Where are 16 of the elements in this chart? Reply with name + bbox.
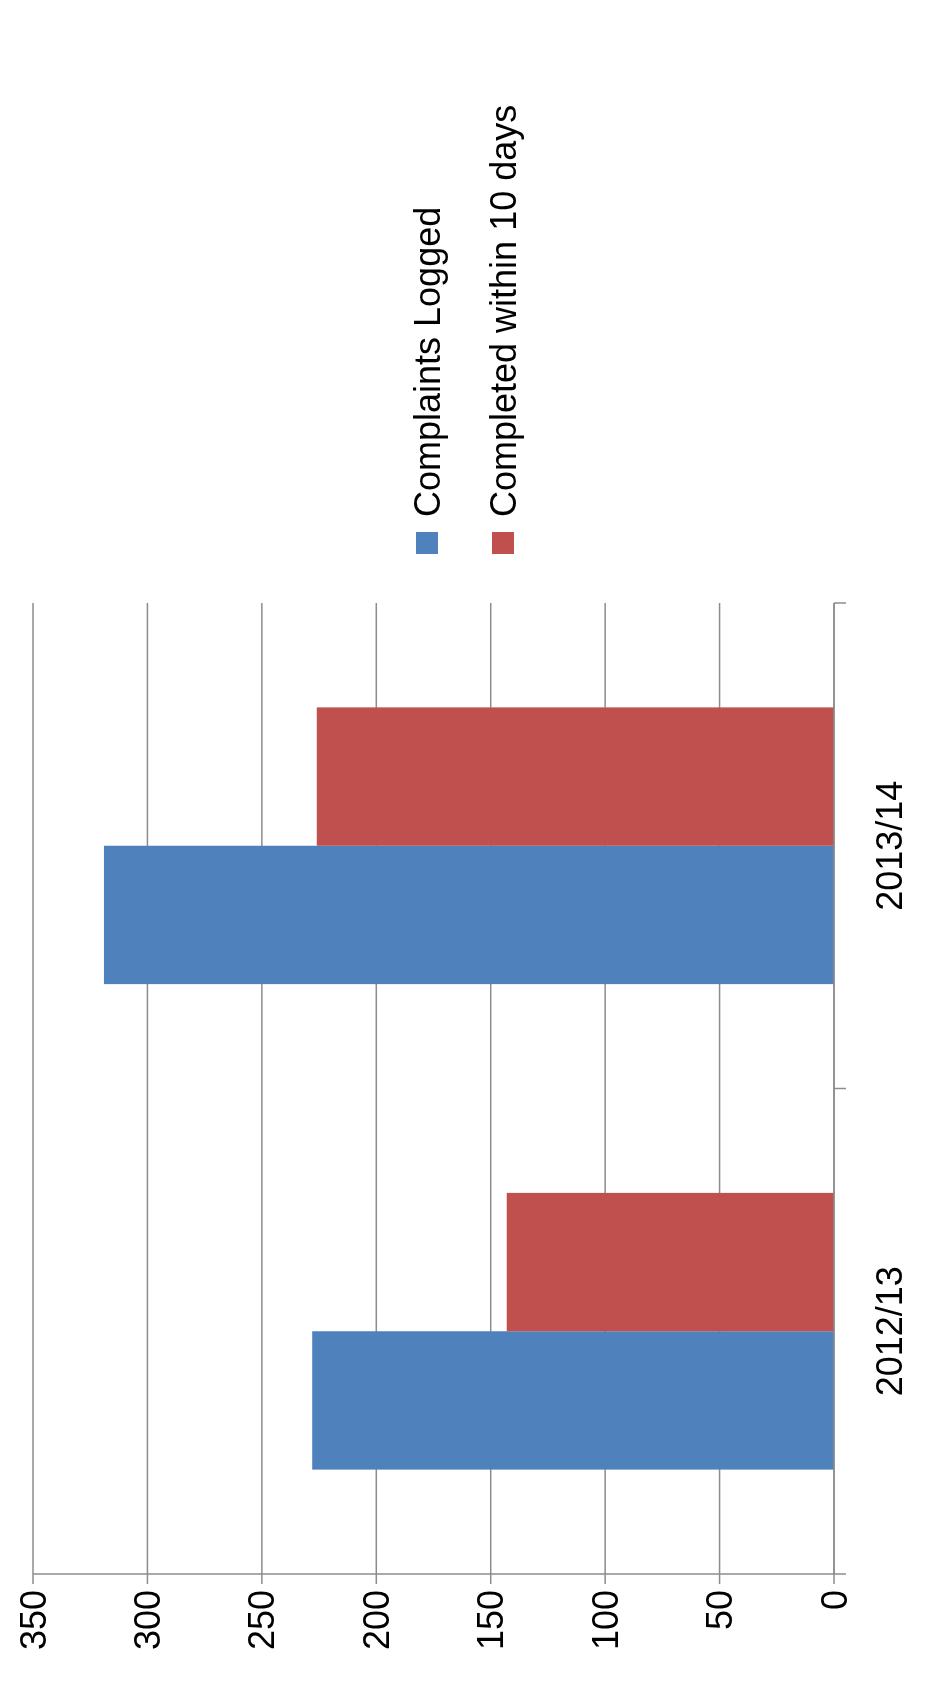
x-tick-label: 250 (241, 1590, 283, 1651)
text: Complaints Logged (406, 206, 448, 517)
bar (316, 707, 834, 846)
x-tick-label: 350 (12, 1590, 54, 1651)
y-tick-label: 2013/14 (868, 780, 910, 911)
x-tick-label: 200 (355, 1590, 397, 1651)
x-tick-label: 100 (584, 1590, 626, 1651)
bar (312, 1331, 834, 1470)
text: Completed within 10 days (482, 104, 524, 517)
bar (506, 1192, 834, 1332)
y-tick-label: 2012/13 (868, 1266, 910, 1397)
x-tick-label: 300 (126, 1590, 168, 1651)
bar (103, 845, 834, 985)
x-tick-label: 0 (813, 1590, 855, 1611)
x-tick-label: 150 (470, 1590, 512, 1651)
x-tick-label: 50 (699, 1590, 741, 1631)
